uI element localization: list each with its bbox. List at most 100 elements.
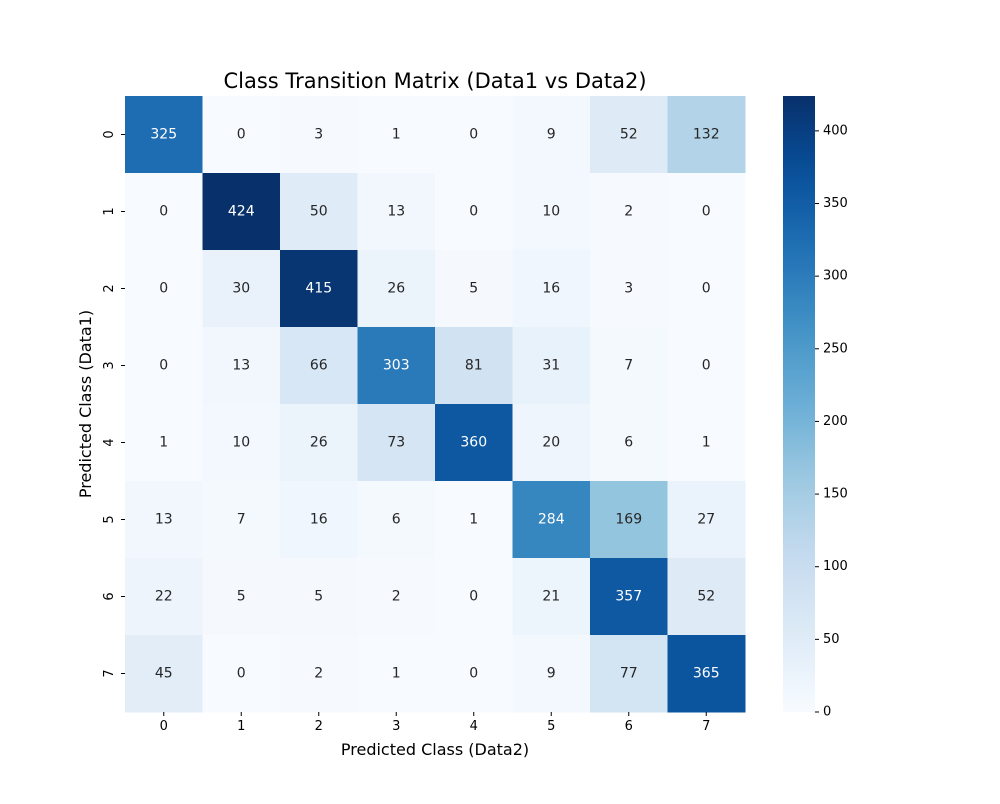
cell-value-label: 0 bbox=[159, 204, 168, 220]
cell-value-label: 1 bbox=[392, 127, 401, 143]
y-tick-label: 5 bbox=[102, 515, 117, 523]
cell-value-label: 5 bbox=[469, 281, 478, 297]
x-tick-label: 6 bbox=[625, 719, 633, 734]
heatmap-cell bbox=[667, 250, 746, 328]
cell-value-label: 0 bbox=[469, 589, 478, 605]
cell-value-label: 10 bbox=[232, 435, 250, 451]
heatmap-cell bbox=[357, 635, 436, 713]
colorbar-tick-label: 400 bbox=[823, 123, 848, 138]
heatmap-cell bbox=[125, 404, 203, 482]
cell-value-label: 3 bbox=[624, 281, 633, 297]
x-axis-ticks: 0 1 2 3 4 5 6 7 bbox=[160, 712, 710, 734]
cell-value-label: 0 bbox=[159, 358, 168, 374]
heatmap-cell bbox=[667, 404, 746, 482]
cell-value-label: 357 bbox=[615, 589, 642, 605]
cell-value-label: 0 bbox=[702, 204, 711, 220]
heatmap-cell bbox=[512, 327, 591, 405]
cell-value-label: 77 bbox=[620, 666, 638, 682]
cell-value-label: 26 bbox=[387, 281, 405, 297]
cell-value-label: 0 bbox=[159, 281, 168, 297]
heatmap-cell bbox=[357, 404, 436, 482]
y-tick-label: 0 bbox=[102, 130, 117, 138]
cell-value-label: 10 bbox=[542, 204, 560, 220]
colorbar-tick-label: 350 bbox=[823, 196, 848, 211]
heatmap-cell bbox=[590, 173, 668, 251]
heatmap-cell bbox=[125, 173, 203, 251]
heatmap-cell bbox=[202, 327, 281, 405]
colorbar-tick-label: 200 bbox=[823, 414, 848, 429]
cell-value-label: 0 bbox=[469, 204, 478, 220]
cell-value-label: 2 bbox=[314, 666, 323, 682]
heatmap-cell bbox=[435, 327, 513, 405]
y-tick-label: 1 bbox=[102, 207, 117, 215]
heatmap-cell bbox=[202, 96, 281, 174]
x-tick-label: 4 bbox=[470, 719, 478, 734]
heatmap-cell bbox=[590, 327, 668, 405]
heatmap-cell bbox=[280, 635, 358, 713]
heatmap-cell bbox=[590, 96, 668, 174]
heatmap-cell bbox=[202, 404, 281, 482]
cell-value-label: 303 bbox=[383, 358, 410, 374]
cell-value-label: 20 bbox=[542, 435, 560, 451]
x-axis-label: Predicted Class (Data2) bbox=[341, 740, 529, 759]
colorbar-tick-label: 0 bbox=[823, 705, 831, 720]
cell-value-label: 27 bbox=[697, 512, 715, 528]
heatmap-cell bbox=[280, 327, 358, 405]
cell-value-label: 45 bbox=[155, 666, 173, 682]
cell-value-label: 2 bbox=[624, 204, 633, 220]
heatmap-cell bbox=[357, 327, 436, 405]
cell-value-label: 6 bbox=[624, 435, 633, 451]
y-tick-label: 3 bbox=[102, 361, 117, 369]
heatmap-cell bbox=[435, 635, 513, 713]
heatmap-cell bbox=[202, 481, 281, 559]
heatmap-cell bbox=[590, 635, 668, 713]
y-tick-label: 2 bbox=[102, 284, 117, 292]
heatmap-cell bbox=[202, 635, 281, 713]
x-tick-label: 1 bbox=[237, 719, 245, 734]
colorbar-tick-label: 250 bbox=[823, 341, 848, 356]
heatmap-cell bbox=[357, 96, 436, 174]
cell-value-label: 13 bbox=[155, 512, 173, 528]
cell-value-label: 9 bbox=[547, 127, 556, 143]
cell-value-label: 2 bbox=[392, 589, 401, 605]
cell-value-label: 81 bbox=[465, 358, 483, 374]
cell-value-label: 7 bbox=[624, 358, 633, 374]
y-tick-label: 4 bbox=[102, 438, 117, 446]
heatmap-cell bbox=[125, 250, 203, 328]
x-tick-label: 7 bbox=[702, 719, 710, 734]
colorbar-tick-label: 150 bbox=[823, 487, 848, 502]
heatmap-cell bbox=[667, 327, 746, 405]
cell-value-label: 31 bbox=[542, 358, 560, 374]
cell-value-label: 169 bbox=[615, 512, 642, 528]
heatmap-cell bbox=[280, 481, 358, 559]
y-tick-label: 6 bbox=[102, 592, 117, 600]
cell-value-label: 284 bbox=[538, 512, 565, 528]
colorbar bbox=[783, 96, 815, 712]
cell-value-label: 0 bbox=[237, 127, 246, 143]
cell-value-label: 7 bbox=[237, 512, 246, 528]
cell-value-label: 1 bbox=[392, 666, 401, 682]
x-tick-label: 2 bbox=[315, 719, 323, 734]
cell-value-label: 1 bbox=[469, 512, 478, 528]
heatmap-cell bbox=[435, 481, 513, 559]
heatmap-cell bbox=[125, 327, 203, 405]
cell-value-label: 132 bbox=[693, 127, 720, 143]
colorbar-ticks: 0 50 100 150 200 250 300 350 400 bbox=[815, 123, 848, 720]
x-tick-label: 5 bbox=[547, 719, 555, 734]
heatmap-cell bbox=[435, 404, 513, 482]
cell-value-label: 0 bbox=[702, 281, 711, 297]
heatmap-cell bbox=[590, 404, 668, 482]
cell-value-label: 1 bbox=[159, 435, 168, 451]
cell-value-label: 1 bbox=[702, 435, 711, 451]
heatmap-cell bbox=[512, 173, 591, 251]
heatmap-cell bbox=[202, 173, 281, 251]
heatmap-cell bbox=[280, 173, 358, 251]
heatmap-cell bbox=[435, 96, 513, 174]
heatmap-cell bbox=[667, 558, 746, 636]
cell-value-label: 9 bbox=[547, 666, 556, 682]
heatmap-cell bbox=[512, 558, 591, 636]
cell-value-label: 424 bbox=[228, 204, 255, 220]
heatmap-cell bbox=[435, 250, 513, 328]
